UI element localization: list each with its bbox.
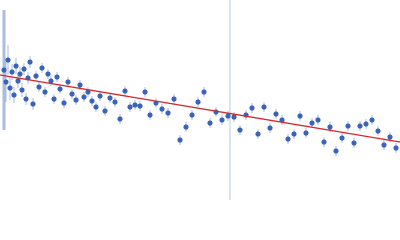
data-point — [381, 142, 387, 148]
data-point — [137, 103, 143, 109]
data-point — [93, 104, 99, 110]
data-point — [48, 78, 54, 84]
data-point — [30, 101, 36, 107]
data-point — [351, 140, 357, 146]
data-point — [291, 131, 297, 137]
chart — [0, 0, 400, 200]
data-point — [81, 94, 87, 100]
data-point — [249, 105, 255, 111]
data-point — [201, 89, 207, 95]
data-point — [15, 78, 21, 84]
data-point — [21, 66, 27, 72]
data-point — [51, 96, 57, 102]
data-point — [9, 69, 15, 75]
data-point — [225, 113, 231, 119]
data-point — [122, 88, 128, 94]
data-point — [195, 99, 201, 105]
data-point — [13, 63, 19, 69]
data-point — [73, 97, 79, 103]
data-point — [27, 59, 33, 65]
data-point — [5, 57, 11, 63]
data-point — [255, 131, 261, 137]
data-point — [327, 124, 333, 130]
data-point — [387, 134, 393, 140]
data-point — [117, 116, 123, 122]
data-point — [237, 127, 243, 133]
data-point — [357, 123, 363, 129]
data-point — [321, 139, 327, 145]
data-point — [315, 117, 321, 123]
data-point — [65, 79, 71, 85]
data-point — [19, 87, 25, 93]
data-point — [1, 67, 7, 73]
data-point — [303, 130, 309, 136]
data-point — [61, 100, 67, 106]
data-point — [285, 136, 291, 142]
data-point — [89, 98, 95, 104]
data-point — [132, 102, 138, 108]
data-point — [183, 124, 189, 130]
data-point — [107, 95, 113, 101]
data-point — [85, 89, 91, 95]
data-point — [177, 137, 183, 143]
data-point — [261, 104, 267, 110]
data-point — [267, 125, 273, 131]
data-point — [39, 65, 45, 71]
data-point — [159, 106, 165, 112]
data-point — [279, 117, 285, 123]
data-point — [11, 92, 17, 98]
data-point — [231, 114, 237, 120]
data-point — [363, 121, 369, 127]
data-point — [273, 111, 279, 117]
data-point — [54, 74, 60, 80]
fit-line — [0, 74, 400, 143]
data-point — [142, 89, 148, 95]
data-point — [33, 73, 39, 79]
data-point — [393, 145, 399, 151]
data-point — [45, 71, 51, 77]
data-point — [297, 113, 303, 119]
data-point — [57, 86, 63, 92]
data-point — [112, 99, 118, 105]
data-point — [3, 79, 9, 85]
data-point — [207, 120, 213, 126]
data-point — [189, 112, 195, 118]
data-point — [36, 84, 42, 90]
data-point — [219, 117, 225, 123]
data-point — [127, 104, 133, 110]
data-point — [69, 91, 75, 97]
data-point — [7, 85, 13, 91]
data-point — [23, 96, 29, 102]
data-point — [339, 135, 345, 141]
data-point — [165, 110, 171, 116]
data-point — [17, 71, 23, 77]
data-point — [97, 93, 103, 99]
data-point — [147, 112, 153, 118]
data-point — [102, 108, 108, 114]
data-point — [369, 117, 375, 123]
data-point — [309, 120, 315, 126]
data-point — [42, 89, 48, 95]
data-point — [375, 128, 381, 134]
data-point — [77, 82, 83, 88]
data-point — [333, 148, 339, 154]
data-point — [171, 96, 177, 102]
data-point — [345, 123, 351, 129]
